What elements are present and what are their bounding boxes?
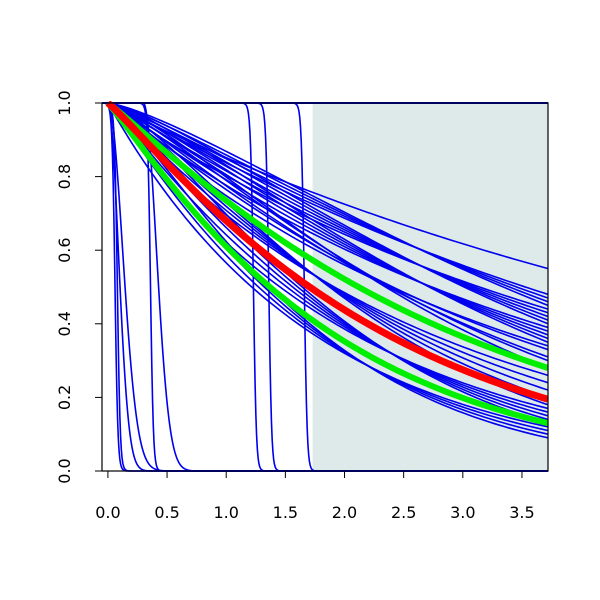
decay-series-line: [107, 102, 548, 336]
decay-series-line: [107, 102, 548, 307]
x-tick-label: 3.0: [450, 503, 475, 522]
x-tick-label: 0.5: [154, 503, 179, 522]
plot-area: [101, 101, 549, 472]
bound-series-line: [106, 101, 548, 371]
decay-series-line: [107, 102, 548, 428]
x-tick-label: 1.5: [273, 503, 298, 522]
decay-series-line: [107, 102, 548, 358]
decay-series-line: [107, 102, 548, 343]
y-tick-label: 0.6: [55, 237, 74, 262]
y-tick-label: 0.2: [55, 385, 74, 410]
decay-series-line: [107, 102, 548, 340]
decay-series-line: [107, 102, 548, 332]
decay-series-line: [107, 102, 548, 432]
x-tick-label: 3.5: [509, 503, 534, 522]
x-axis: 0.0 0.5 1.0 1.5 2.0 2.5 3.0 3.5: [95, 470, 535, 522]
decay-series-line: [107, 102, 548, 369]
y-axis: 0.0 0.2 0.4 0.6 0.8 1.0: [55, 90, 102, 484]
decay-series-line: [107, 102, 548, 439]
y-tick-label: 0.0: [55, 458, 74, 483]
x-tick-label: 1.0: [213, 503, 238, 522]
median-series-line: [105, 101, 548, 403]
x-tick-label: 0.0: [95, 503, 120, 522]
y-tick-label: 1.0: [55, 90, 74, 115]
y-tick-label: 0.8: [55, 164, 74, 189]
decay-series-line: [107, 102, 548, 325]
bound-series-line: [105, 101, 548, 427]
y-tick-label: 0.4: [55, 311, 74, 336]
x-tick-label: 2.0: [332, 503, 357, 522]
x-tick-label: 2.5: [391, 503, 416, 522]
